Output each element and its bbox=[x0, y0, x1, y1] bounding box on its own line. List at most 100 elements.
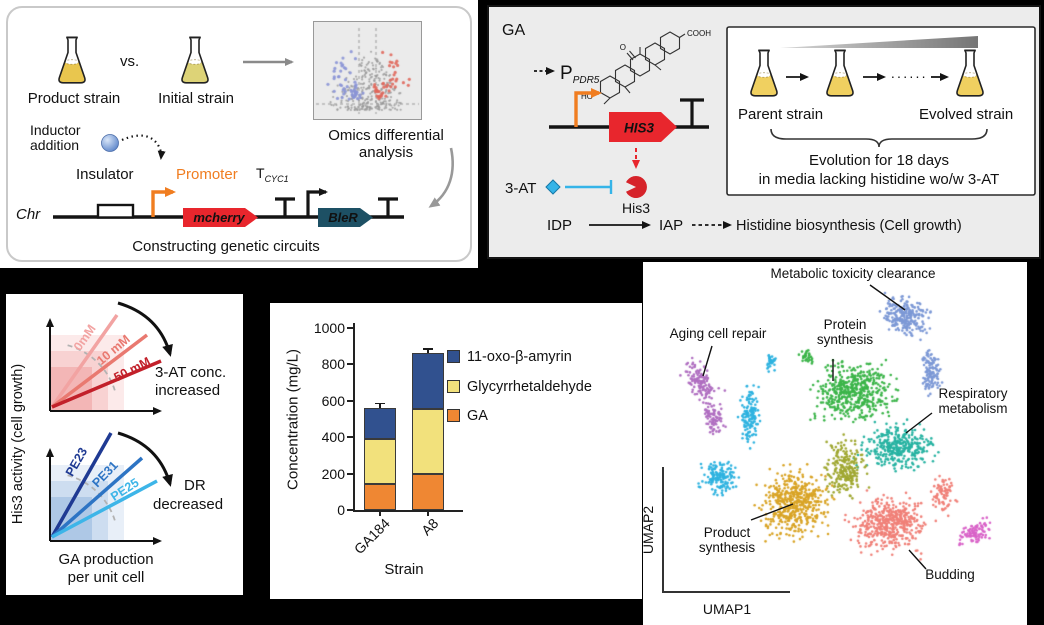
terminator-icon bbox=[378, 197, 398, 217]
ketone-o-label: O bbox=[620, 43, 626, 52]
legend-swatch-11-oxo-amyrin bbox=[447, 350, 460, 363]
mcherry-gene-arrow bbox=[183, 208, 258, 227]
chromosome-label: Chr bbox=[16, 206, 41, 223]
label-pointer-line bbox=[905, 412, 933, 434]
error-bar-stem bbox=[379, 403, 381, 409]
his3-activity-axis-label: His3 activity (cell growth) bbox=[10, 364, 26, 524]
legend-label: 11-oxo-β-amyrin bbox=[467, 349, 572, 365]
y-tick-label: 200 bbox=[321, 465, 345, 482]
y-tick-mark bbox=[347, 327, 353, 329]
bar-segment-glycyrrhetaldehyde-ga184 bbox=[364, 439, 396, 484]
strain-axis-label: Strain bbox=[384, 561, 424, 578]
increase-curved-arrow-icon bbox=[117, 301, 173, 357]
legend-swatch-ga bbox=[447, 409, 460, 422]
three-at-label: 3-AT bbox=[505, 180, 536, 197]
terminator-cyc1-label: TCYC1 bbox=[256, 165, 289, 184]
error-bar-cap bbox=[423, 348, 433, 350]
evolution-caption-line2: in media lacking histidine wo/w 3-AT bbox=[759, 171, 1000, 188]
omics-analysis-label: Omics differential analysis bbox=[328, 127, 444, 161]
ho-label: HO bbox=[581, 92, 593, 101]
iap-label: IAP bbox=[659, 217, 683, 234]
dashed-arc-icon bbox=[67, 344, 117, 394]
initial-strain-label: Initial strain bbox=[158, 90, 234, 107]
panel-titer-bar-chart: Concentration (mg/L) 0 200 400 600 800 1000 GA… bbox=[270, 303, 642, 599]
bar-segment-ga-a8 bbox=[412, 473, 444, 510]
umap-cluster-label: Protein synthesis bbox=[816, 317, 874, 347]
his3-gene-arrow bbox=[609, 112, 677, 142]
dose-response-line-0mM bbox=[50, 313, 119, 409]
bar-plot-area: 0 200 400 600 800 1000 GA184 A8 11-oxo-β-amyrin G… bbox=[270, 303, 642, 599]
umap1-axis-label: UMAP1 bbox=[703, 601, 751, 617]
y-tick-mark bbox=[347, 509, 353, 511]
omics-volcano-plot bbox=[313, 21, 422, 120]
y-tick-mark bbox=[347, 472, 353, 475]
x-category-label: GA184 bbox=[351, 515, 394, 558]
pdr5-promoter-label: PPDR5 bbox=[560, 63, 600, 86]
bler-gene-label: BleR bbox=[328, 210, 358, 225]
promoter-arrow-icon bbox=[151, 187, 176, 217]
dr-plot: PE23 PE31 PE25 DR decreased GA productio… bbox=[46, 431, 223, 586]
three-at-diamond-icon bbox=[545, 179, 561, 195]
decreased-annotation: decreased bbox=[153, 496, 223, 513]
passage-ellipsis-label: ······ bbox=[891, 68, 928, 84]
idp-label: IDP bbox=[547, 217, 572, 234]
product-strain-flask-icon bbox=[58, 36, 86, 84]
bar-segment-glycyrrhetaldehyde-a8 bbox=[412, 408, 444, 474]
x-axis-line bbox=[353, 510, 463, 512]
y-tick-label: 600 bbox=[321, 392, 345, 409]
per-unit-cell-axis-label: per unit cell bbox=[68, 569, 145, 586]
inductor-addition-label: Inductor addition bbox=[30, 122, 81, 153]
increased-annotation: increased bbox=[155, 382, 220, 399]
error-bar-stem bbox=[427, 348, 429, 354]
umap-scatter bbox=[643, 262, 1027, 625]
panel-tradeoff-schematics: His3 activity (cell growth) 0mM 10 mM 50… bbox=[3, 291, 246, 598]
label-pointer-line bbox=[908, 549, 927, 570]
y-tick-label: 1000 bbox=[313, 320, 345, 336]
histidine-biosynthesis-label: Histidine biosynthesis (Cell growth) bbox=[736, 218, 962, 234]
his3-enzyme-pacman-icon bbox=[626, 176, 647, 198]
evolution-box bbox=[726, 26, 1036, 196]
panel-genetic-circuit-construction: mcherry BleR Product strain vs. Initial … bbox=[0, 0, 478, 268]
panel-border bbox=[6, 6, 472, 262]
strain-line-PE25 bbox=[51, 479, 158, 539]
y-tick-label: 800 bbox=[321, 356, 345, 373]
error-bar-cap bbox=[375, 403, 385, 405]
cooh-label: COOH bbox=[687, 29, 711, 38]
umap-cluster-label: Budding bbox=[925, 567, 975, 582]
parent-strain-label: Parent strain bbox=[738, 106, 823, 123]
insulator-label: Insulator bbox=[76, 166, 134, 183]
pdr5-promoter-arrow-icon bbox=[574, 88, 602, 127]
increasing-gradient-wedge-icon bbox=[780, 36, 978, 48]
his3-gene-label: HIS3 bbox=[624, 121, 655, 136]
promoter-label: Promoter bbox=[176, 166, 238, 183]
induction-dotted-arrow-icon bbox=[121, 134, 166, 160]
umap-cluster-label: Respiratory metabolism bbox=[938, 386, 1008, 416]
panel-c-graphics: His3 activity (cell growth) 0mM 10 mM 50… bbox=[10, 301, 226, 586]
inductor-sphere-icon bbox=[101, 134, 119, 152]
label-pointer-line bbox=[750, 503, 794, 521]
terminator-icon bbox=[680, 98, 704, 127]
umap-overlay: UMAP2 UMAP1 bbox=[643, 284, 933, 617]
bar-segment-11-oxo-amyrin-a8 bbox=[412, 353, 444, 409]
panel-his3-selection-system: GA COOH HO O PPDR5 HIS3 bbox=[487, 5, 1041, 259]
bler-gene-arrow bbox=[318, 208, 373, 227]
y-tick-mark bbox=[347, 436, 353, 439]
panel-a-graphics: mcherry BleR bbox=[53, 36, 454, 227]
his3-enzyme-label: His3 bbox=[622, 200, 650, 216]
x-tick-mark bbox=[379, 510, 381, 516]
dr-annotation: DR bbox=[184, 477, 206, 494]
y-tick-label: 400 bbox=[321, 429, 345, 446]
three-at-conc-annotation: 3-AT conc. bbox=[155, 364, 226, 381]
dashed-arc-icon bbox=[67, 474, 117, 524]
mcherry-gene-label: mcherry bbox=[193, 210, 245, 225]
label-pointer-line bbox=[702, 345, 713, 377]
y-tick-mark bbox=[347, 363, 353, 366]
ga-molecule-structure-icon bbox=[593, 31, 686, 105]
insulator-box-icon bbox=[96, 203, 135, 219]
umap-cluster-label: Product synthesis bbox=[698, 525, 756, 555]
vs-label: vs. bbox=[120, 53, 140, 70]
legend-label: Glycyrrhetaldehyde bbox=[467, 378, 592, 395]
inhibition-bar-icon bbox=[565, 180, 613, 194]
decrease-curved-arrow-icon bbox=[117, 431, 173, 487]
